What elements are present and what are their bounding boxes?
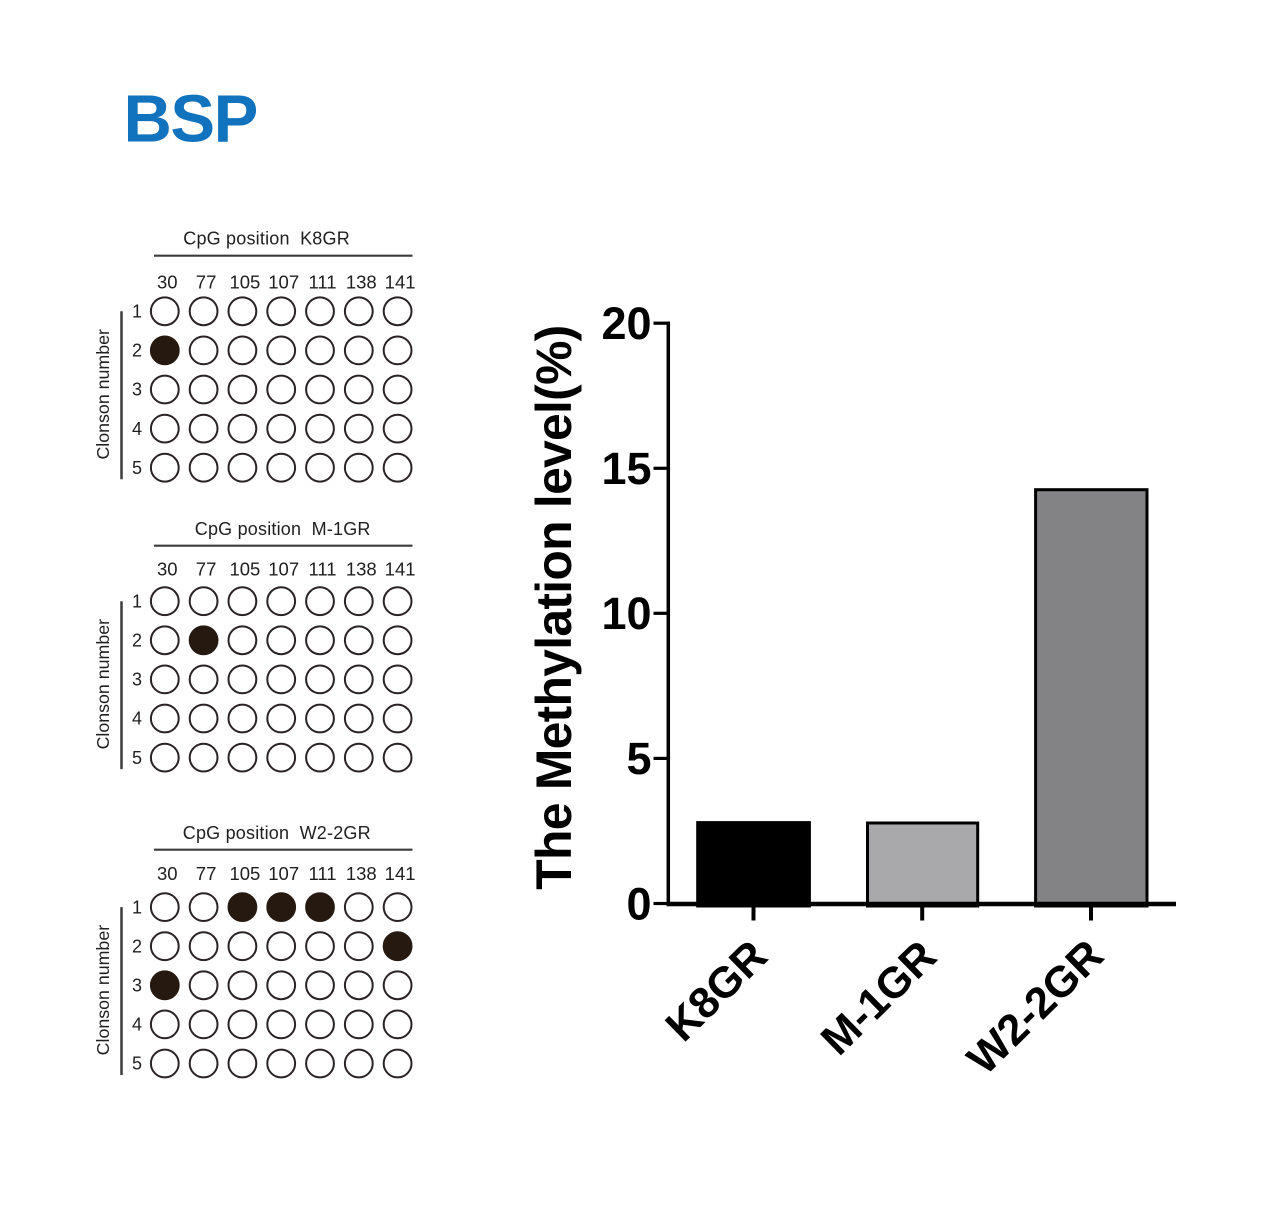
- svg-text:105: 105: [229, 272, 260, 293]
- svg-text:107: 107: [268, 863, 299, 884]
- svg-text:30: 30: [157, 272, 178, 293]
- svg-text:5: 5: [132, 748, 142, 768]
- svg-text:Clonson number: Clonson number: [93, 619, 113, 750]
- svg-text:2: 2: [132, 936, 142, 956]
- svg-text:3: 3: [132, 670, 142, 690]
- svg-text:The Methylation level(%): The Methylation level(%): [526, 325, 582, 889]
- svg-text:107: 107: [268, 559, 299, 580]
- svg-text:4: 4: [132, 709, 142, 729]
- svg-text:111: 111: [308, 559, 336, 580]
- svg-text:141: 141: [385, 272, 416, 293]
- svg-text:BSP: BSP: [124, 82, 257, 157]
- svg-text:105: 105: [229, 863, 260, 884]
- svg-text:138: 138: [346, 272, 377, 293]
- svg-text:10: 10: [601, 588, 651, 639]
- svg-text:107: 107: [268, 272, 299, 293]
- svg-text:Clonson number: Clonson number: [93, 329, 113, 460]
- svg-text:5: 5: [626, 733, 651, 784]
- svg-text:CpG position K8GR: CpG position K8GR: [183, 229, 350, 249]
- svg-text:138: 138: [346, 559, 377, 580]
- svg-text:30: 30: [157, 863, 178, 884]
- svg-text:2: 2: [132, 341, 142, 361]
- svg-text:111: 111: [308, 863, 336, 884]
- svg-text:CpG position W2-2GR: CpG position W2-2GR: [183, 823, 371, 843]
- svg-text:3: 3: [132, 976, 142, 996]
- svg-text:2: 2: [132, 631, 142, 651]
- svg-text:105: 105: [229, 559, 260, 580]
- svg-text:15: 15: [601, 443, 651, 494]
- svg-text:20: 20: [601, 298, 651, 349]
- svg-text:138: 138: [346, 863, 377, 884]
- svg-text:30: 30: [157, 559, 178, 580]
- svg-text:1: 1: [132, 897, 142, 917]
- svg-text:77: 77: [196, 863, 217, 884]
- svg-text:111: 111: [308, 272, 336, 293]
- svg-text:141: 141: [385, 863, 416, 884]
- svg-text:0: 0: [626, 878, 651, 929]
- svg-text:77: 77: [196, 559, 217, 580]
- svg-text:5: 5: [132, 1054, 142, 1074]
- svg-text:77: 77: [196, 272, 217, 293]
- svg-text:1: 1: [132, 302, 142, 322]
- svg-text:3: 3: [132, 380, 142, 400]
- svg-text:4: 4: [132, 419, 142, 439]
- svg-text:5: 5: [132, 458, 142, 478]
- svg-text:141: 141: [385, 559, 416, 580]
- svg-text:4: 4: [132, 1015, 142, 1035]
- svg-text:Clonson number: Clonson number: [93, 925, 113, 1056]
- svg-text:1: 1: [132, 591, 142, 611]
- svg-text:CpG position M-1GR: CpG position M-1GR: [195, 519, 371, 539]
